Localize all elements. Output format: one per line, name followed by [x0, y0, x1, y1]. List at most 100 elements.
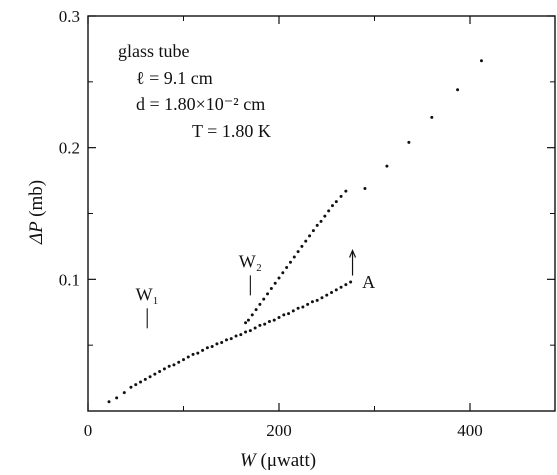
data-point: [296, 250, 300, 254]
data-point: [344, 189, 348, 193]
data-point: [122, 391, 126, 395]
data-point: [153, 372, 157, 376]
branch-label: A: [362, 272, 375, 292]
data-point: [248, 329, 252, 333]
data-point: [277, 276, 281, 280]
data-point: [479, 59, 483, 63]
data-point: [262, 297, 266, 301]
annotation-line: ℓ = 9.1 cm: [136, 68, 213, 88]
data-point: [315, 298, 319, 302]
data-point: [296, 306, 300, 310]
y-tick-label: 0.1: [59, 270, 80, 289]
data-point: [291, 309, 295, 313]
data-point: [196, 351, 200, 355]
data-point: [229, 337, 233, 341]
x-tick-label: 0: [84, 421, 93, 440]
data-point: [148, 375, 152, 379]
y-axis-variable: ΔP: [26, 221, 47, 245]
y-tick-label: 0.2: [59, 139, 80, 158]
data-point: [244, 321, 248, 325]
data-point: [277, 316, 281, 320]
data-point: [115, 396, 119, 400]
data-point: [320, 296, 324, 300]
data-point: [215, 342, 219, 346]
data-point: [205, 346, 209, 350]
data-point: [263, 322, 267, 326]
data-point: [304, 239, 308, 243]
data-point: [273, 281, 277, 285]
data-point: [349, 280, 353, 284]
data-point: [191, 352, 195, 356]
data-point: [306, 302, 310, 306]
annotation-line: d = 1.80×10⁻² cm: [136, 94, 265, 114]
data-point: [162, 367, 166, 371]
annotation-box: glass tube ℓ = 9.1 cm d = 1.80×10⁻² cm T = …: [118, 41, 271, 141]
data-point: [308, 234, 312, 238]
data-point: [267, 319, 271, 323]
y-tick-label: 0.3: [59, 7, 80, 26]
data-point: [334, 200, 338, 204]
data-point: [253, 326, 257, 330]
data-point: [158, 370, 162, 373]
data-points: [107, 59, 483, 404]
data-point: [385, 164, 389, 168]
data-point: [285, 265, 289, 269]
data-point: [344, 283, 348, 287]
data-point: [330, 204, 334, 208]
y-axis-title: ΔP (mb): [26, 180, 47, 245]
data-point: [319, 219, 323, 223]
data-point: [250, 313, 254, 317]
data-point: [107, 400, 111, 404]
data-point: [334, 288, 338, 292]
data-point: [407, 140, 411, 144]
data-point: [269, 287, 273, 291]
annotation-line: T = 1.80 K: [192, 121, 271, 141]
data-point: [327, 209, 331, 213]
x-axis-title: W (μwatt): [240, 450, 316, 471]
data-point: [330, 291, 334, 294]
data-point: [239, 333, 243, 337]
data-point: [363, 186, 367, 190]
data-point: [210, 344, 214, 348]
data-point: [287, 312, 291, 316]
data-point: [281, 271, 285, 275]
data-point: [134, 383, 138, 387]
y-axis-unit: (mb): [26, 180, 47, 217]
data-point: [220, 341, 224, 345]
data-point: [339, 194, 343, 198]
data-point: [323, 214, 327, 218]
marker-label: W₁: [136, 284, 159, 304]
axis-tick-labels: 0 200 400 0.1 0.2 0.3: [59, 7, 483, 440]
data-point: [143, 377, 147, 381]
data-point: [177, 360, 181, 364]
data-point: [288, 260, 292, 264]
x-tick-label: 400: [457, 421, 483, 440]
data-point: [272, 318, 276, 322]
data-point: [139, 380, 143, 384]
data-point: [201, 348, 205, 352]
data-point: [182, 358, 185, 362]
x-axis-variable: W: [240, 450, 258, 471]
data-point: [430, 115, 434, 119]
data-point: [129, 385, 133, 389]
data-point: [186, 355, 190, 359]
data-point: [456, 88, 460, 92]
data-point: [266, 292, 270, 296]
data-point: [224, 338, 228, 342]
data-point: [172, 363, 176, 367]
data-point: [246, 318, 250, 322]
data-point: [167, 364, 171, 368]
transition-markers: W₁ W₂: [136, 249, 357, 329]
axis-ticks: [87, 15, 555, 411]
data-point: [339, 285, 343, 289]
x-axis-unit: (μwatt): [261, 450, 317, 471]
data-point: [244, 330, 248, 334]
data-point: [301, 305, 305, 309]
x-tick-label: 200: [266, 421, 292, 440]
data-point: [258, 323, 262, 327]
data-point: [282, 313, 286, 317]
marker-label: W₂: [239, 251, 262, 271]
data-point: [325, 293, 329, 297]
data-point: [311, 229, 315, 233]
